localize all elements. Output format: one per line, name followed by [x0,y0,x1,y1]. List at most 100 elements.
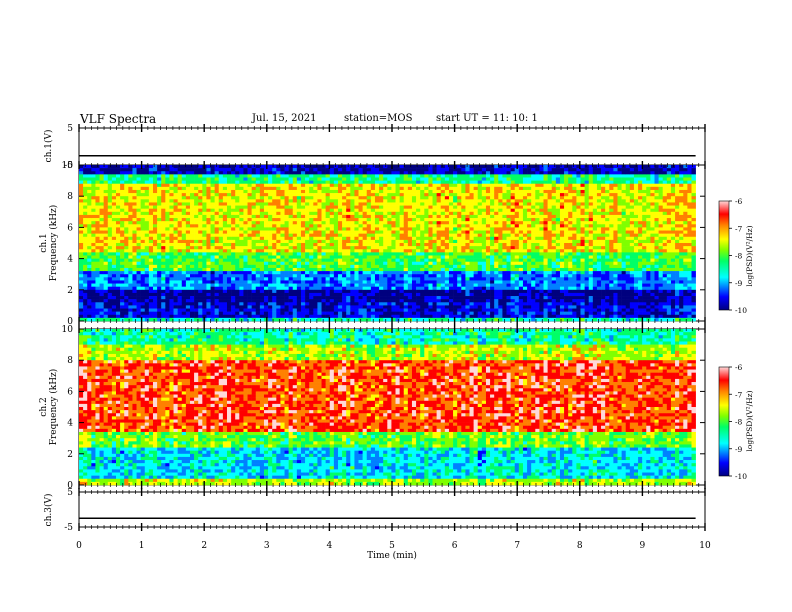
spec1-cell [313,308,318,312]
spec1-cell [436,249,442,253]
spec1-cell [337,249,343,253]
spec1-cell [148,193,154,197]
spec1-cell [103,221,109,225]
spec1-cell [276,283,281,287]
spec1-cell [124,205,129,209]
spec1-cell [144,218,150,222]
spec1-cell [481,311,487,316]
spec1-cell [354,168,359,172]
spec1-cell [465,221,470,225]
spec1-cell [87,243,92,247]
spec1-cell [247,252,252,256]
spec1-cell [235,286,240,291]
spec1-cell [440,317,446,322]
spec1-cell [309,214,314,219]
spec1-cell [198,274,203,278]
spec1-cell [428,302,433,306]
spec1-cell [288,277,294,281]
spec1-cell [395,261,400,266]
spec1-cell [107,199,113,203]
spec1-cell [189,177,195,181]
spec1-cell [296,308,302,312]
spec1-cell [120,221,125,225]
spec1-cell [247,233,252,238]
spec1-cell [103,267,109,272]
spec1-cell [350,243,355,247]
spec1-cell [111,261,117,266]
spec1-cell [317,283,322,287]
spec1-cell [370,258,376,263]
spec1-cell [469,246,474,250]
spec1-cell [420,224,425,228]
spec1-cell [111,236,117,241]
spec1-cell [317,208,322,213]
spec1-cell [185,286,191,291]
spec1-cell [366,168,372,172]
spec1-cell [272,196,277,200]
spec1-cell [124,274,129,278]
spec1-cell [280,258,285,263]
spec1-cell [473,214,479,219]
spec1-cell [181,171,187,175]
spec1-cell [399,224,405,228]
spec1-cell [239,183,244,188]
spec1-cell [428,236,433,241]
spec1-cell [251,227,257,231]
spec1-cell [407,177,413,181]
spec1-cell [198,171,203,175]
spec1-cell [366,299,372,303]
spec1-cell [120,211,125,216]
spec1-cell [333,274,339,278]
spec1-cell [255,199,261,203]
spec1-cell [337,258,343,263]
spec1-cell [481,292,487,297]
spec1-cell [473,205,479,209]
spec1-cell [247,299,252,303]
spec1-cell [485,174,491,178]
spec1-cell [374,214,380,219]
spec1-cell [140,211,146,216]
spec1-cell [103,249,109,253]
spec1-cell [276,218,281,222]
spec1-cell [87,261,92,266]
spec1-cell [395,252,400,256]
spec1-cell [448,214,454,219]
spec1-cell [366,302,372,306]
spec1-cell [95,186,100,191]
spec1-cell [128,177,133,181]
spec1-cell [481,277,487,281]
spec1-cell [206,296,211,300]
spec1-cell [416,205,421,209]
spec1-cell [99,165,104,169]
spec1-cell [128,308,133,312]
spec1-cell [120,308,125,312]
spec1-cell [87,196,92,200]
spec1-cell [128,227,133,231]
spec1-cell [391,314,396,319]
spec1-cell [284,186,289,191]
spec1-cell [280,302,285,306]
spec1-cell [325,302,331,306]
spec1-cell [337,189,343,194]
spec1-cell [206,186,211,191]
spec1-cell [111,180,117,185]
spec1-cell [309,205,314,209]
spec1-cell [366,189,372,194]
spec1-cell [218,224,224,228]
spec1-cell [337,289,343,294]
spec1-cell [403,261,409,266]
spec1-cell [243,280,248,284]
spec1-cell [457,274,462,278]
spec1-cell [79,227,84,231]
spec1-cell [161,224,166,228]
spec1-cell [391,286,396,291]
spec1-cell [333,208,339,213]
spec1-cell [465,196,470,200]
spec1-cell [379,189,384,194]
spec1-cell [383,180,388,185]
spec1-cell [309,267,314,272]
spec1-cell [107,180,113,185]
spec1-cell [321,221,326,225]
spec1-cell [165,189,170,194]
spec1-cell [198,311,203,316]
